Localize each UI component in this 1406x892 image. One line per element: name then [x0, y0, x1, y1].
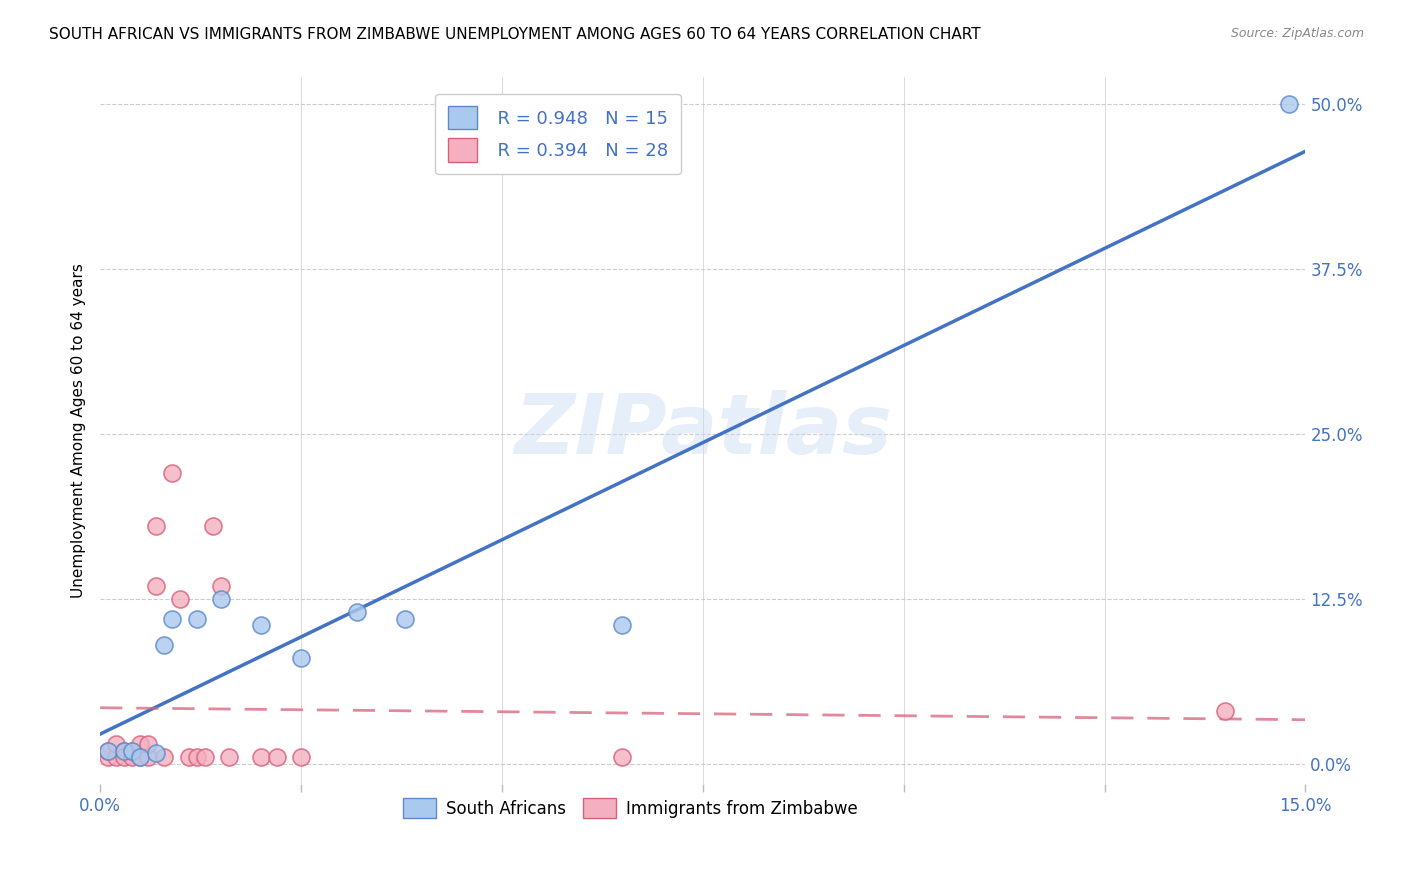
Legend: South Africans, Immigrants from Zimbabwe: South Africans, Immigrants from Zimbabwe	[396, 791, 865, 825]
Point	[290, 651, 312, 665]
Point	[394, 612, 416, 626]
Point	[346, 605, 368, 619]
Point	[145, 747, 167, 761]
Point	[1213, 704, 1236, 718]
Point	[290, 750, 312, 764]
Point	[250, 750, 273, 764]
Point	[209, 591, 232, 606]
Point	[153, 638, 176, 652]
Point	[177, 750, 200, 764]
Text: Source: ZipAtlas.com: Source: ZipAtlas.com	[1230, 27, 1364, 40]
Point	[129, 750, 152, 764]
Point	[97, 744, 120, 758]
Point	[145, 519, 167, 533]
Point	[129, 750, 152, 764]
Text: SOUTH AFRICAN VS IMMIGRANTS FROM ZIMBABWE UNEMPLOYMENT AMONG AGES 60 TO 64 YEARS: SOUTH AFRICAN VS IMMIGRANTS FROM ZIMBABW…	[49, 27, 981, 42]
Point	[97, 744, 120, 758]
Point	[218, 750, 240, 764]
Point	[97, 750, 120, 764]
Point	[201, 519, 224, 533]
Point	[612, 750, 634, 764]
Point	[138, 737, 160, 751]
Point	[112, 750, 135, 764]
Point	[121, 744, 143, 758]
Point	[186, 750, 208, 764]
Point	[105, 750, 128, 764]
Text: ZIPatlas: ZIPatlas	[513, 390, 891, 471]
Point	[138, 750, 160, 764]
Point	[105, 737, 128, 751]
Point	[250, 618, 273, 632]
Point	[153, 750, 176, 764]
Point	[612, 618, 634, 632]
Point	[169, 591, 191, 606]
Point	[209, 579, 232, 593]
Point	[112, 744, 135, 758]
Point	[112, 744, 135, 758]
Point	[121, 750, 143, 764]
Point	[194, 750, 217, 764]
Point	[162, 612, 184, 626]
Point	[186, 612, 208, 626]
Point	[121, 744, 143, 758]
Point	[145, 579, 167, 593]
Point	[1278, 96, 1301, 111]
Y-axis label: Unemployment Among Ages 60 to 64 years: Unemployment Among Ages 60 to 64 years	[72, 263, 86, 598]
Point	[162, 467, 184, 481]
Point	[266, 750, 288, 764]
Point	[129, 737, 152, 751]
